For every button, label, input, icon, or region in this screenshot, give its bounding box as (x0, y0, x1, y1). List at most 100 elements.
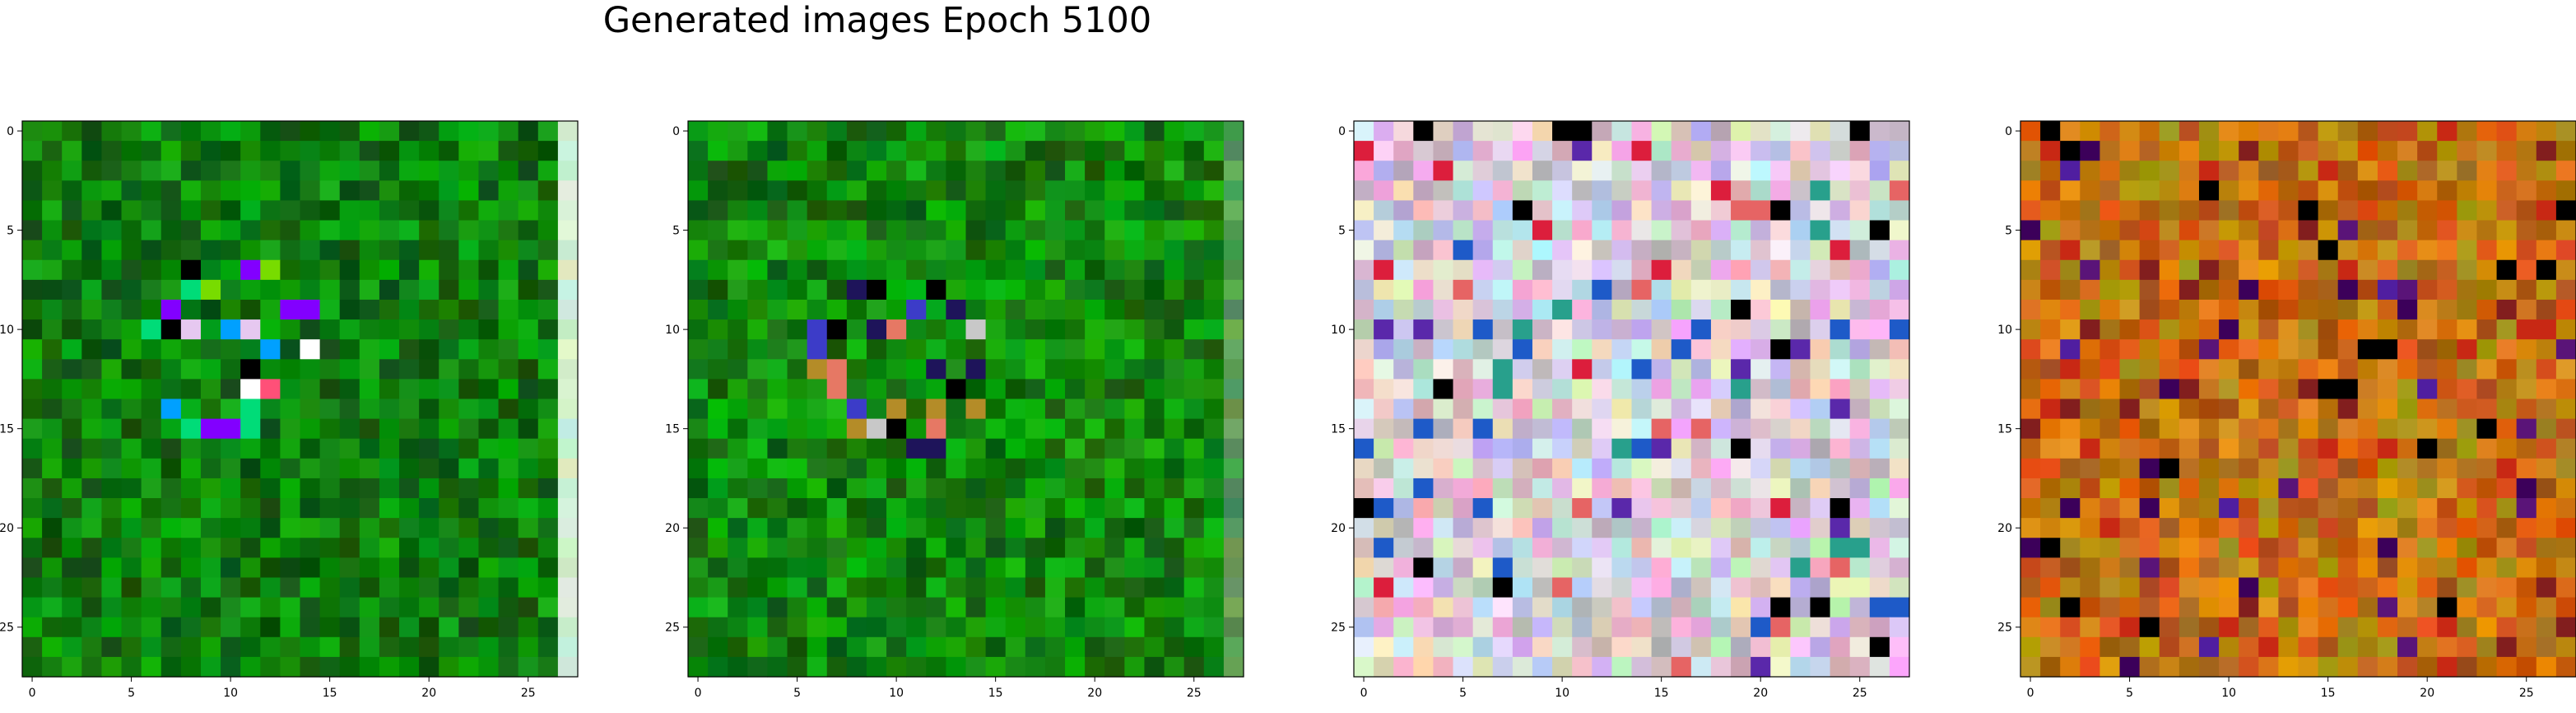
pixel-cell (339, 398, 360, 420)
pixel-cell (1453, 161, 1474, 181)
pixel-cell (2178, 379, 2200, 400)
pixel-cell (1472, 418, 1494, 440)
pixel-cell (965, 518, 987, 538)
pixel-cell (537, 478, 559, 499)
pixel-cell (1085, 240, 1105, 261)
pixel-cell (1690, 220, 1712, 241)
pixel-cell (141, 636, 162, 658)
pixel-cell (2080, 259, 2101, 281)
pixel-cell (1810, 418, 1831, 440)
pixel-cell (1751, 279, 1771, 301)
pixel-cell (2080, 359, 2101, 380)
pixel-cell (359, 636, 380, 658)
pixel-cell (2298, 259, 2319, 281)
pixel-cell (1413, 121, 1434, 142)
pixel-cell (2040, 299, 2061, 320)
pixel-cell (419, 180, 439, 202)
pixel-cell (240, 359, 261, 380)
pixel-cell (2020, 636, 2041, 658)
pixel-cell (1065, 141, 1086, 161)
pixel-cell (2099, 180, 2121, 202)
pixel-cell (2318, 617, 2339, 638)
pixel-cell (2496, 577, 2518, 599)
pixel-cell (518, 379, 539, 400)
pixel-cell (2060, 259, 2081, 281)
pixel-cell (498, 518, 519, 538)
pixel-cell (260, 458, 281, 479)
pixel-cell (1492, 220, 1514, 241)
pixel-cell (2437, 498, 2457, 519)
pixel-cell (260, 557, 281, 579)
pixel-cell (2139, 161, 2160, 181)
pixel-cell (807, 636, 828, 658)
pixel-cell (807, 279, 828, 301)
pixel-cell (2178, 279, 2200, 301)
pixel-cell (1144, 121, 1165, 142)
pixel-cell (1374, 200, 1394, 221)
pixel-cell (2139, 180, 2160, 202)
pixel-cell (180, 180, 202, 202)
pixel-cell (1065, 398, 1086, 420)
pixel-cell (1065, 438, 1086, 459)
pixel-cell (2437, 438, 2457, 459)
pixel-cell (846, 577, 867, 599)
pixel-cell (1731, 299, 1751, 320)
pixel-cell (62, 557, 82, 579)
pixel-cell (2318, 498, 2339, 519)
pixel-cell (985, 498, 1007, 519)
pixel-cell (2278, 557, 2299, 579)
pixel-cell (1065, 498, 1086, 519)
pixel-cell (985, 418, 1007, 440)
pixel-cell (121, 617, 142, 638)
pixel-cell (160, 220, 182, 241)
pixel-cell (1433, 161, 1454, 181)
pixel-cell (1869, 538, 1890, 558)
pixel-cell (2219, 299, 2239, 320)
x-tick-label: 5 (793, 687, 801, 700)
pixel-cell (1223, 141, 1244, 161)
pixel-cell (2437, 458, 2457, 479)
pixel-cell (1104, 141, 1125, 161)
y-tick-label: 15 (1997, 423, 2012, 436)
x-tick-label: 15 (323, 687, 337, 700)
pixel-cell (866, 319, 887, 340)
pixel-cell (180, 498, 202, 519)
pixel-cell (141, 597, 162, 618)
pixel-cell (2219, 180, 2239, 202)
pixel-cell (1354, 518, 1374, 538)
pixel-cell (1085, 518, 1105, 538)
pixel-cell (1731, 200, 1751, 221)
pixel-cell (1810, 240, 1831, 261)
pixel-cell (807, 299, 828, 320)
pixel-cell (2258, 438, 2279, 459)
pixel-cell (708, 418, 728, 440)
pixel-cell (708, 518, 728, 538)
pixel-cell (2119, 359, 2141, 380)
pixel-cell (2397, 359, 2418, 380)
pixel-cell (728, 617, 748, 638)
pixel-cell (2139, 121, 2160, 142)
pixel-cell (1512, 438, 1533, 459)
pixel-cell (2476, 359, 2498, 380)
pixel-cell (359, 240, 380, 261)
pixel-cell (787, 518, 808, 538)
pixel-cell (2496, 398, 2518, 420)
pixel-cell (1512, 379, 1533, 400)
pixel-cell (2178, 538, 2200, 558)
pixel-cell (1183, 161, 1205, 181)
pixel-cell (121, 220, 142, 241)
pixel-cell (1124, 121, 1146, 142)
pixel-cell (2139, 597, 2160, 618)
pixel-cell (2536, 636, 2557, 658)
pixel-cell (280, 121, 301, 142)
pixel-cell (359, 259, 380, 281)
pixel-cell (160, 458, 182, 479)
pixel-cell (906, 339, 927, 360)
pixel-cell (1512, 398, 1533, 420)
pixel-cell (359, 339, 380, 360)
pixel-cell (419, 617, 439, 638)
pixel-cell (2040, 359, 2061, 380)
pixel-cell (2178, 617, 2200, 638)
pixel-cell (1810, 458, 1831, 479)
pixel-cell (1631, 379, 1653, 400)
